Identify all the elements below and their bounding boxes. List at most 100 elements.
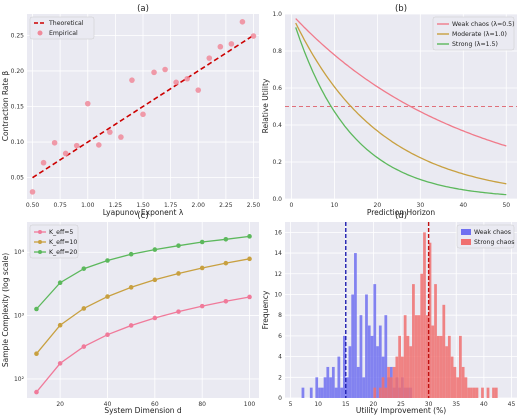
legend-frame	[29, 16, 95, 40]
panel-a-xtick-label: 0.75	[53, 202, 67, 209]
panel-d: 5 10 15 20 25 30 35 40 45 0 2 4 6 8 10 12 14 16	[274, 222, 517, 408]
complexity-line-0	[35, 296, 250, 393]
complexity-point-1	[152, 277, 158, 283]
legend-label-0: Weak chaos	[474, 229, 511, 236]
histogram-bar-1	[453, 366, 457, 398]
panel-d-ytick-label: 10	[274, 291, 282, 298]
utility-curve-1	[295, 22, 507, 185]
histogram-bar-1	[436, 335, 440, 398]
histogram-bar-1	[395, 356, 399, 398]
panel-b-ytick-label: 0.0	[272, 196, 282, 203]
empirical-point	[29, 189, 36, 195]
histogram-bar-1	[425, 315, 429, 398]
histogram-bar-1	[420, 273, 424, 398]
histogram-bar-1	[403, 315, 407, 398]
panel-d-title: (d)	[395, 211, 407, 221]
panel-b-title: (b)	[395, 4, 407, 14]
histogram-bar-0	[362, 377, 366, 398]
panel-c-xtick-label: 40	[104, 401, 112, 408]
panel-d-xtick-label: 20	[370, 401, 378, 408]
complexity-line-2	[36, 235, 250, 310]
panel-a-xtick-label: 1.75	[164, 202, 178, 209]
panel-a-title: (a)	[137, 4, 149, 14]
panel-d-legend: Weak chaos Strong chaos	[456, 224, 515, 249]
complexity-point-1	[57, 322, 63, 328]
complexity-point-0	[105, 332, 110, 338]
complexity-point-0	[223, 298, 229, 304]
histogram-bar-1	[392, 366, 396, 398]
legend-swatch-0	[461, 229, 471, 235]
panel-a-ytick-label: 0.10	[11, 139, 25, 146]
panel-b-ylabel: Relative Utility	[261, 78, 270, 133]
histogram-bar-1	[461, 366, 465, 398]
histogram-bar-1	[475, 387, 479, 398]
histogram-bar-0	[309, 387, 313, 398]
histogram-bar-0	[334, 387, 338, 398]
legend-label-1: Strong chaos	[474, 239, 515, 246]
complexity-point-0	[152, 315, 158, 321]
complexity-point-2	[34, 306, 39, 312]
legend-frame	[432, 16, 515, 51]
panel-d-xtick-label: 10	[314, 401, 322, 408]
panel-c-xtick-label: 60	[151, 401, 159, 408]
legend-label-2: Strong (λ=1.5)	[452, 41, 498, 48]
complexity-point-2	[105, 258, 110, 263]
panel-b-ytick-label: 0.4	[272, 122, 282, 129]
histogram-bar-0	[354, 253, 357, 398]
legend-marker-2	[38, 250, 42, 254]
histogram-bar-1	[417, 315, 421, 398]
panel-a-xtick-label: 1.25	[109, 202, 123, 209]
complexity-point-1	[128, 285, 134, 290]
histogram-bar-0	[326, 366, 330, 398]
legend-label-2: K_eff=20	[49, 249, 77, 256]
panel-b-ytick-label: 1.0	[272, 11, 282, 18]
histogram-bar-1	[387, 366, 390, 398]
histogram-bar-1	[412, 284, 415, 398]
histogram-bar-0	[301, 387, 305, 398]
empirical-point	[173, 79, 179, 86]
empirical-point	[228, 41, 235, 47]
histogram-bar-1	[431, 325, 435, 398]
histogram-bar-1	[464, 377, 468, 398]
histogram-bar-0	[373, 284, 377, 398]
histogram-bar-1	[381, 377, 385, 398]
legend-swatch-1	[461, 239, 471, 245]
empirical-point	[118, 134, 124, 140]
panel-c: 20 40 60 80 100 10² 10³ 10⁴	[14, 222, 259, 408]
panel-d-xtick-label: 5	[289, 401, 293, 408]
utility-curve-0	[295, 18, 507, 147]
empirical-point	[84, 100, 91, 107]
histogram-bar-0	[370, 335, 374, 398]
panel-a-ytick-label: 0.25	[11, 32, 25, 39]
panel-a-xtick-label: 1.50	[136, 202, 150, 209]
histogram-bar-0	[348, 346, 352, 398]
histogram-bar-0	[378, 325, 382, 398]
empirical-point	[184, 75, 190, 82]
empirical-point	[129, 77, 135, 83]
histogram-bar-1	[389, 377, 393, 398]
panel-d-ytick-label: 8	[278, 312, 282, 319]
legend-theoretical-label: Theoretical	[48, 20, 84, 27]
panel-d-xlabel: Utility Improvement (%)	[356, 406, 446, 415]
histogram-bar-1	[378, 387, 382, 398]
panel-d-ytick-label: 16	[274, 229, 282, 236]
histogram-bar-1	[439, 335, 443, 398]
histogram-bar-1	[428, 242, 432, 398]
empirical-point	[96, 142, 102, 148]
histogram-bar-1	[492, 387, 495, 398]
complexity-line-1	[35, 258, 250, 355]
panel-d-xtick-label: 15	[342, 401, 350, 408]
complexity-point-2	[57, 280, 63, 286]
panel-d-xtick-label: 35	[452, 401, 460, 408]
legend-label-1: K_eff=10	[49, 239, 77, 246]
panel-b-ytick-label: 0.8	[272, 48, 282, 55]
panel-b-xlabel: Prediction Horizon	[367, 208, 436, 217]
histogram-bar-0	[345, 377, 349, 398]
panel-c-ytick-label: 10⁴	[14, 249, 25, 256]
complexity-point-1	[247, 256, 252, 262]
complexity-point-0	[81, 344, 87, 349]
histogram-bar-0	[365, 294, 368, 398]
legend-label-1: Moderate (λ=1.0)	[452, 31, 507, 38]
empirical-point	[151, 69, 157, 76]
panel-b-ytick-label: 0.6	[272, 85, 282, 92]
